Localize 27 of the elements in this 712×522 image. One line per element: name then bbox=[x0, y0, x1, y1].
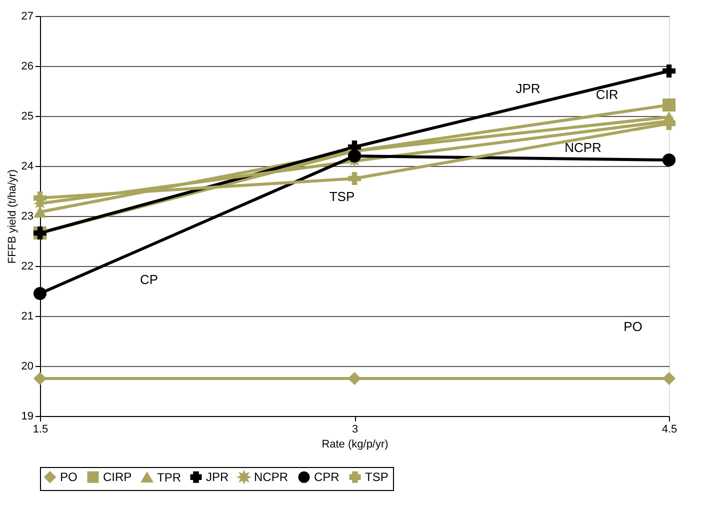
y-tick-label: 19 bbox=[21, 410, 34, 422]
annotation: PO bbox=[624, 319, 642, 334]
legend-label: PO bbox=[60, 470, 78, 484]
legend-label: TSP bbox=[365, 470, 388, 484]
annotation: NCPR bbox=[564, 140, 602, 155]
y-tick-label: 26 bbox=[21, 60, 34, 72]
legend-label: TPR bbox=[157, 470, 182, 484]
annotation: JPR bbox=[516, 81, 540, 96]
annotation: TSP bbox=[329, 189, 355, 204]
y-tick-label: 25 bbox=[21, 110, 34, 122]
legend-label: NCPR bbox=[254, 470, 288, 484]
x-tick-label: 3 bbox=[352, 424, 358, 436]
x-axis-title: Rate (kg/p/yr) bbox=[322, 438, 388, 450]
legend-label: JPR bbox=[206, 470, 230, 484]
x-tick-label: 4.5 bbox=[662, 424, 678, 436]
annotation: CP bbox=[140, 272, 158, 287]
legend-label: CIRP bbox=[103, 470, 132, 484]
y-tick-label: 22 bbox=[21, 260, 34, 272]
x-tick-label: 1.5 bbox=[32, 424, 48, 436]
legend-label: CPR bbox=[314, 470, 340, 484]
y-tick-label: 21 bbox=[21, 310, 34, 322]
y-tick-label: 23 bbox=[21, 210, 34, 222]
y-tick-label: 20 bbox=[21, 360, 34, 372]
y-tick-label: 27 bbox=[21, 10, 34, 22]
y-axis-title: FFFB yield (t/ha/yr) bbox=[6, 169, 18, 264]
y-tick-label: 24 bbox=[21, 160, 34, 172]
annotation: CIR bbox=[596, 87, 618, 102]
